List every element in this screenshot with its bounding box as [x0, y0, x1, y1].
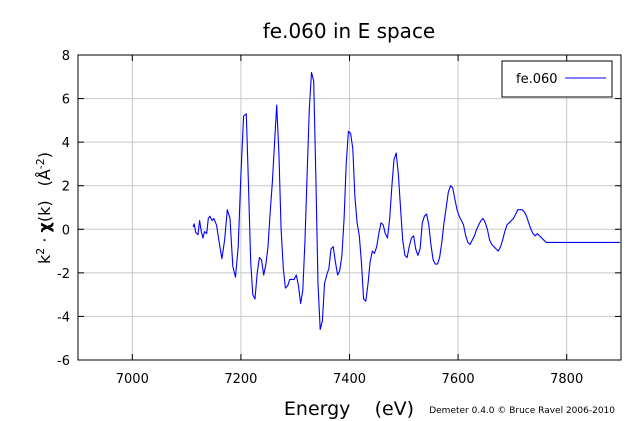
y-tick-label: 4 — [62, 136, 70, 151]
y-tick-label: 6 — [62, 93, 70, 108]
y-label-chi: χ — [35, 222, 54, 232]
chart-title: fe.060 in E space — [263, 19, 436, 43]
x-tick-label: 7800 — [550, 372, 583, 387]
y-label-chi-arg: (k) — [35, 200, 54, 222]
y-tick-label: 0 — [62, 223, 70, 238]
tick-layer: -6 -4 -2 0 2 4 6 8 7000 7200 7400 7600 7800 — [57, 49, 621, 387]
y-axis-label: k2 · χ(k) (Å-2) — [34, 152, 54, 264]
x-tick-label: 7400 — [333, 372, 366, 387]
series-layer — [192, 71, 620, 331]
credit-text: Demeter 0.4.0 © Bruce Ravel 2006-2010 — [429, 406, 615, 416]
x-tick-label: 7000 — [116, 372, 149, 387]
legend-entry-label: fe.060 — [516, 72, 558, 87]
y-tick-label: -6 — [57, 354, 70, 369]
y-tick-label: -4 — [57, 310, 70, 325]
legend-box — [501, 60, 613, 98]
y-tick-label: 2 — [62, 180, 70, 195]
y-tick-label: 8 — [62, 49, 70, 64]
x-tick-label: 7600 — [442, 372, 475, 387]
y-label-unit-exp: -2 — [34, 158, 47, 169]
y-tick-label: -2 — [57, 267, 70, 282]
y-label-dot: · — [35, 232, 54, 247]
y-label-k-exp: 2 — [34, 248, 47, 255]
x-tick-label: 7200 — [224, 372, 257, 387]
series-line-fe.060 — [192, 71, 620, 331]
grid-layer — [78, 55, 621, 360]
y-label-unit-close: ) — [35, 152, 54, 158]
legend: fe.060 — [501, 60, 613, 98]
x-axis-label: Energy (eV) — [284, 398, 414, 420]
y-label-k: k — [35, 254, 54, 264]
y-label-unit-open: (Å — [35, 169, 54, 186]
